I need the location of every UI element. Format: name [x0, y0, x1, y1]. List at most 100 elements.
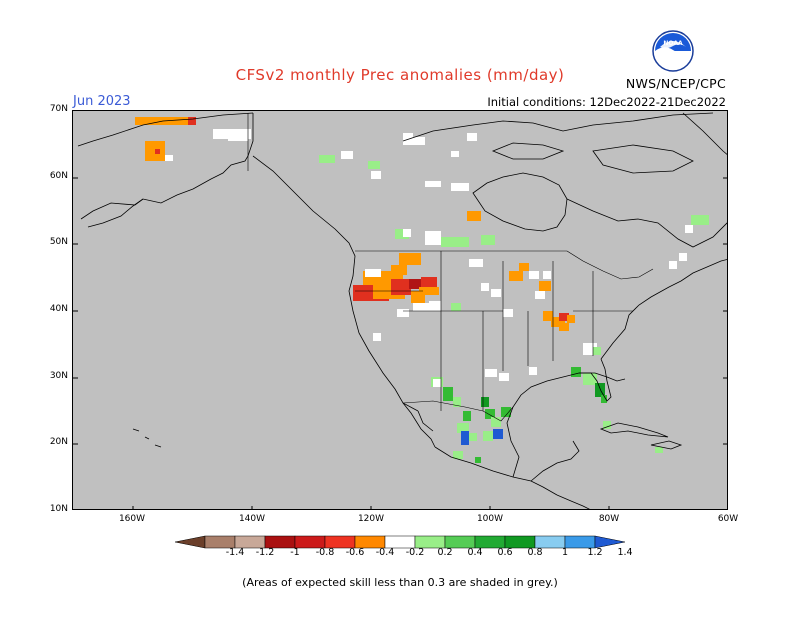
anomaly-cell-orange	[509, 271, 523, 281]
anomaly-cell-orange	[519, 263, 529, 271]
forecast-month: Jun 2023	[73, 94, 131, 109]
anomaly-cell-white	[469, 259, 483, 267]
anomaly-cell-white	[481, 283, 489, 291]
colorbar-tick-label: -0.6	[345, 547, 365, 558]
anomaly-cell-green	[443, 387, 453, 401]
anomaly-cell-green	[475, 457, 481, 463]
anomaly-cell-orange	[467, 211, 481, 221]
anomaly-cell-orange	[543, 311, 553, 321]
anomaly-cell-lightgreen	[655, 447, 663, 453]
anomaly-cell-white	[451, 151, 459, 157]
anomaly-cell-lightgreen	[457, 423, 469, 433]
lat-label: 50N	[49, 237, 68, 247]
anomaly-cell-white	[503, 309, 513, 317]
anomaly-cell-orange	[551, 317, 565, 327]
anomaly-cell-white	[433, 379, 441, 387]
anomaly-cell-white	[429, 301, 441, 311]
anomaly-cell-white	[371, 171, 381, 179]
anomaly-cell-white	[365, 269, 381, 277]
lat-label: 10N	[49, 504, 68, 514]
anomaly-cell-lightgreen	[441, 237, 469, 247]
anomaly-cell-orange	[567, 315, 575, 323]
anomaly-cell-lightgreen	[583, 373, 597, 385]
anomaly-cell-white	[529, 367, 537, 375]
colorbar-tick-label: 1	[561, 547, 569, 558]
anomaly-cell-lightgreen	[395, 229, 409, 239]
initial-conditions: Initial conditions: 12Dec2022-21Dec2022	[487, 95, 726, 109]
anomaly-cell-white	[413, 137, 425, 145]
skill-footnote: (Areas of expected skill less than 0.3 a…	[242, 576, 558, 589]
anomaly-cell-green	[485, 409, 495, 419]
colorbar-tick-label: -1.2	[255, 547, 275, 558]
colorbar-tick-label: 0.8	[527, 547, 543, 558]
anomaly-cell-lightgreen	[469, 433, 477, 441]
coastlines	[77, 112, 727, 509]
anomaly-cell-lightgreen	[453, 451, 463, 459]
anomaly-cell-lightgreen	[491, 417, 501, 427]
anomaly-cell-white	[213, 129, 251, 139]
colorbar-tick-label: 1.4	[617, 547, 633, 558]
anomaly-cell-white	[228, 135, 248, 141]
map-ticks	[73, 177, 727, 509]
anomaly-cell-white	[413, 303, 429, 311]
anomaly-cell-blue	[493, 429, 503, 439]
anomaly-cell-lightgreen	[483, 431, 493, 441]
anomaly-cell-red	[559, 313, 569, 321]
lat-label: 60N	[49, 171, 68, 181]
anomaly-cell-orange	[539, 281, 551, 291]
chart-title: CFSv2 monthly Prec anomalies (mm/day)	[235, 66, 565, 84]
anomaly-cell-orange	[419, 287, 439, 295]
colorbar-tick-label: -1	[290, 547, 300, 558]
anomaly-cell-orange	[559, 323, 569, 331]
lon-label: 60W	[717, 514, 739, 524]
anomaly-cell-white	[341, 151, 353, 159]
colorbar-tick-label: 0.4	[467, 547, 483, 558]
political-borders	[247, 113, 654, 422]
anomaly-cell-lightgreen	[451, 303, 461, 311]
colorbar-tick-label: 0.6	[497, 547, 513, 558]
anomaly-cell-darkgreen	[481, 397, 489, 407]
anomaly-cell-green	[463, 411, 471, 421]
anomaly-cell-white	[679, 253, 687, 261]
anomaly-cell-white	[543, 271, 551, 279]
anomaly-cell-lightgreen	[453, 397, 461, 407]
anomaly-cell-white	[425, 231, 441, 245]
anomaly-cell-green	[501, 407, 511, 417]
colorbar-tick-label: -0.4	[375, 547, 395, 558]
colorbar-tick-label: 0.2	[437, 547, 453, 558]
lat-label: 70N	[49, 104, 68, 114]
agency-label: NWS/NCEP/CPC	[625, 76, 726, 91]
anomaly-cell-lightgreen	[481, 235, 495, 245]
anomaly-cell-white	[397, 309, 409, 317]
anomaly-cell-red	[188, 117, 196, 125]
anomaly-cells	[135, 117, 709, 463]
anomaly-cell-orange	[399, 253, 421, 265]
anomaly-cell-white	[485, 369, 497, 377]
anomaly-cell-orange	[391, 265, 407, 275]
anomaly-cell-white	[403, 229, 411, 237]
anomaly-cell-white	[535, 291, 545, 299]
anomaly-cell-white	[425, 181, 441, 187]
anomaly-cell-blue	[461, 431, 469, 445]
anomaly-cell-white	[165, 155, 173, 161]
map-panel	[72, 110, 728, 510]
anomaly-cell-white	[499, 373, 509, 381]
anomaly-cell-green	[601, 395, 607, 403]
colorbar-low-arrow	[175, 535, 206, 549]
anomaly-cell-darkred	[409, 279, 425, 289]
anomaly-cell-red	[155, 149, 160, 154]
colorbar-tick-label: -0.8	[315, 547, 335, 558]
lat-label: 20N	[49, 437, 68, 447]
lon-label: 160W	[118, 514, 146, 524]
colorbar-high-arrow	[594, 535, 626, 549]
anomaly-cell-darkgreen	[595, 383, 605, 397]
anomaly-cell-white	[491, 289, 501, 297]
colorbar-tick-label: -1.4	[225, 547, 245, 558]
anomaly-cell-white	[529, 271, 539, 279]
lon-label: 80W	[598, 514, 620, 524]
svg-text:NOAA: NOAA	[663, 40, 683, 47]
lat-label: 40N	[49, 304, 68, 314]
anomaly-map	[73, 112, 727, 509]
colorbar	[175, 535, 626, 549]
lon-label: 140W	[238, 514, 266, 524]
